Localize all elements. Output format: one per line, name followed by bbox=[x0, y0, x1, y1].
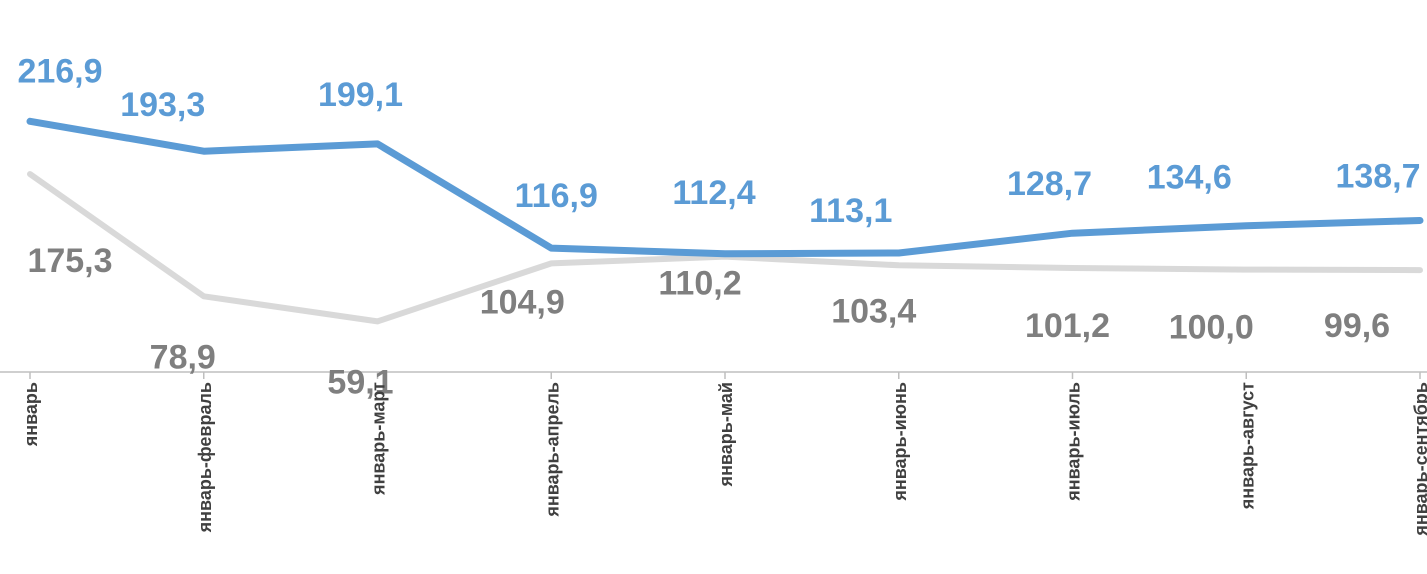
x-tick-label: январь-сентябрь bbox=[1411, 382, 1427, 537]
x-tick-label: январь-май bbox=[716, 382, 736, 487]
series-2-data-label: 175,3 bbox=[27, 242, 112, 280]
series-2-data-label: 99,6 bbox=[1324, 307, 1390, 345]
x-tick-label: январь-июнь bbox=[890, 382, 910, 502]
x-axis bbox=[0, 371, 1427, 379]
series-1-data-label: 128,7 bbox=[1007, 165, 1092, 203]
series-1-data-label: 112,4 bbox=[672, 174, 755, 212]
x-axis-tick-labels: январь январь-февраль январь-март январь-ап… bbox=[21, 382, 1427, 537]
series-2-data-label: 103,4 bbox=[831, 292, 916, 330]
x-tick-label: январь-июль bbox=[1064, 382, 1084, 502]
x-tick-label: январь bbox=[21, 382, 41, 447]
series-1-data-label: 193,3 bbox=[120, 86, 205, 124]
series-2-data-label: 101,2 bbox=[1025, 307, 1110, 345]
x-tick-label: январь-апрель bbox=[542, 382, 562, 518]
series-1-data-label: 138,7 bbox=[1335, 157, 1420, 195]
series-2-data-label: 59,1 bbox=[327, 363, 393, 401]
series-1-data-label: 113,1 bbox=[809, 192, 892, 230]
data-labels: 216,9 193,3 199,1 116,9 112,4 113,1 128,7 134,6… bbox=[17, 52, 1420, 401]
series-1-data-label: 134,6 bbox=[1147, 159, 1232, 197]
series-1-line bbox=[26, 117, 1424, 258]
x-tick-label: январь-август bbox=[1237, 382, 1257, 510]
series-2-data-label: 110,2 bbox=[658, 265, 741, 303]
series-1-data-label: 116,9 bbox=[515, 177, 598, 215]
series-2-data-label: 78,9 bbox=[150, 338, 216, 376]
series-1-data-label: 199,1 bbox=[318, 76, 403, 114]
series-1-data-label: 216,9 bbox=[17, 52, 102, 90]
series-2-data-label: 104,9 bbox=[480, 283, 565, 321]
x-tick-label: январь-март bbox=[369, 382, 389, 496]
series-2-data-label: 100,0 bbox=[1169, 309, 1254, 347]
x-tick-label: январь-февраль bbox=[195, 382, 215, 533]
series-lines bbox=[26, 117, 1424, 325]
